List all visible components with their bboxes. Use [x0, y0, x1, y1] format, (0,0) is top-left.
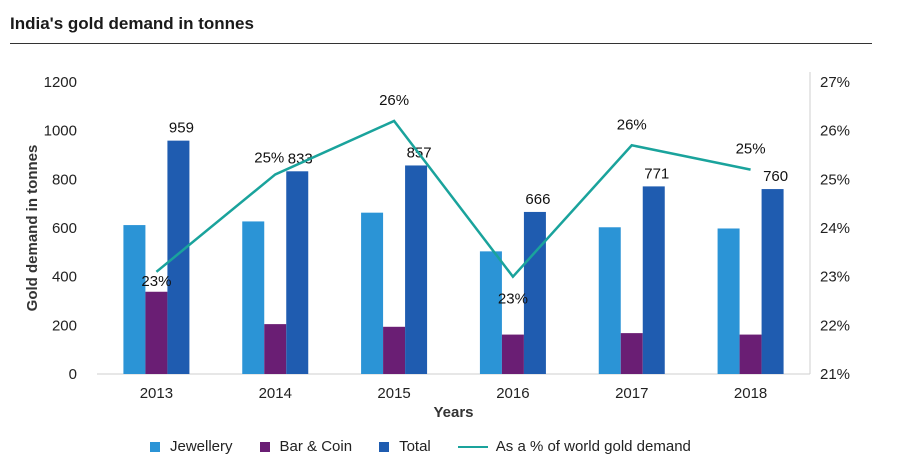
bar-bar-coin [383, 326, 406, 374]
y-tick-label: 800 [52, 171, 77, 188]
bar-bar-coin [501, 334, 524, 374]
data-label-total: 833 [288, 150, 313, 167]
data-label-total: 959 [169, 120, 194, 137]
data-label-world-share: 23% [141, 273, 171, 290]
y2-tick-label: 21% [820, 366, 850, 383]
data-label-total: 771 [644, 165, 669, 182]
x-tick-label: 2018 [734, 385, 767, 402]
x-tick-label: 2014 [259, 385, 292, 402]
legend-swatch-total [379, 441, 390, 452]
data-label-world-share: 26% [379, 92, 409, 109]
legend-swatch-world-share [457, 445, 488, 448]
y2-tick-label: 26% [820, 123, 850, 140]
legend-swatch-jewellery [150, 441, 160, 452]
x-axis-title: Years [433, 404, 473, 421]
legend-label-bar-coin: Bar & Coin [279, 438, 353, 455]
bar-jewellery [123, 225, 146, 374]
data-label-world-share: 25% [254, 149, 284, 166]
x-tick-label: 2016 [496, 385, 529, 402]
legend-swatch-bar-coin [259, 441, 270, 452]
title-divider [10, 43, 872, 44]
legend-item-bar-coin: Bar & Coin [259, 438, 353, 455]
legend-label-jewellery: Jewellery [170, 438, 233, 455]
bar-total [642, 186, 665, 374]
chart-title: India's gold demand in tonnes [10, 14, 254, 33]
bar-bar-coin [264, 324, 287, 374]
y2-tick-label: 25% [820, 171, 850, 188]
x-tick-label: 2015 [377, 385, 410, 402]
y-tick-label: 1200 [44, 74, 77, 91]
bar-bar-coin [145, 291, 168, 374]
y2-tick-label: 22% [820, 317, 850, 334]
bar-jewellery [479, 251, 502, 374]
x-tick-label: 2013 [140, 385, 173, 402]
data-label-world-share: 25% [736, 141, 766, 158]
y-axis-title: Gold demand in tonnes [24, 145, 41, 312]
legend-label-world-share: As a % of world gold demand [495, 438, 691, 455]
bar-jewellery [717, 228, 740, 374]
bar-jewellery [361, 212, 384, 374]
bar-total [167, 140, 190, 374]
y-tick-label: 200 [52, 317, 77, 334]
y-tick-label: 400 [52, 269, 77, 286]
data-label-total: 666 [525, 191, 550, 208]
x-tick-label: 2017 [615, 385, 648, 402]
legend-label-total: Total [399, 438, 431, 455]
y-tick-label: 600 [52, 220, 77, 237]
bar-jewellery [242, 221, 265, 374]
y2-tick-label: 24% [820, 220, 850, 237]
legend-item-jewellery: Jewellery [150, 438, 233, 455]
bar-jewellery [598, 227, 621, 374]
bar-total [405, 165, 428, 374]
y2-tick-label: 23% [820, 269, 850, 286]
data-label-total: 760 [763, 168, 788, 185]
data-label-world-share: 23% [498, 291, 528, 308]
bar-total [286, 171, 309, 374]
line-world-share [155, 119, 751, 279]
data-label-world-share: 26% [617, 116, 647, 133]
y-tick-label: 0 [69, 366, 77, 383]
chart-legend: Jewellery Bar & Coin Total As a % of wor… [150, 438, 718, 455]
bar-total [761, 189, 784, 374]
legend-item-world-share: As a % of world gold demand [457, 438, 691, 455]
bar-bar-coin [620, 333, 643, 374]
bar-bar-coin [739, 334, 762, 374]
y-tick-label: 1000 [44, 123, 77, 140]
legend-item-total: Total [379, 438, 431, 455]
bar-total [523, 211, 546, 374]
y2-tick-label: 27% [820, 74, 850, 91]
